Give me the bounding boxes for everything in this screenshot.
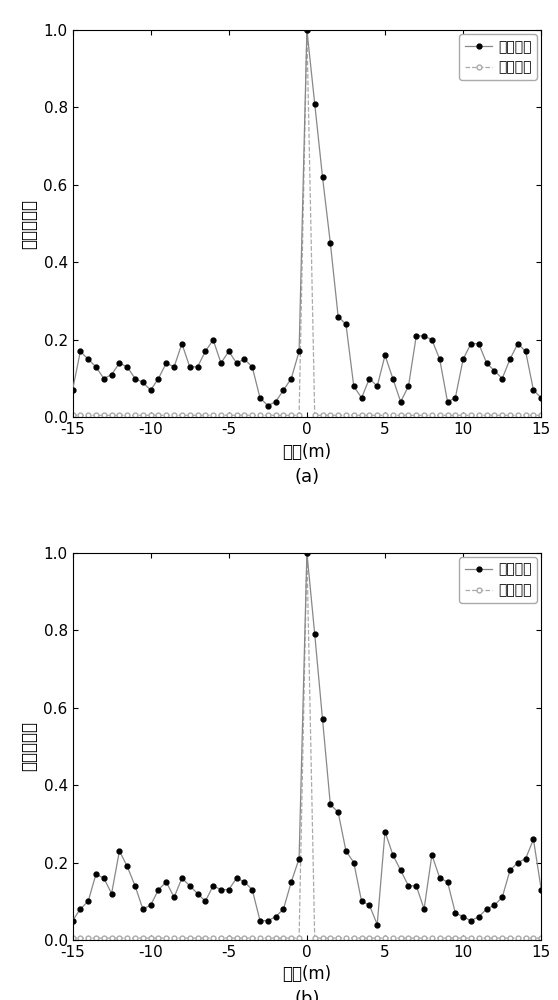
压缩感知 <box>233 409 240 421</box>
匹配滤波 <box>491 365 498 377</box>
Line: 压缩感知: 压缩感知 <box>70 28 543 418</box>
匹配滤波 <box>304 24 310 36</box>
Y-axis label: 归一化幅度: 归一化幅度 <box>20 721 38 771</box>
匹配滤波 <box>179 872 185 884</box>
压缩感知 <box>538 932 545 944</box>
匹配滤波 <box>163 357 170 369</box>
匹配滤波 <box>233 872 240 884</box>
压缩感知 <box>69 409 76 421</box>
压缩感知 <box>327 409 334 421</box>
X-axis label: 距离(m): 距离(m) <box>282 443 331 461</box>
压缩感知 <box>358 409 365 421</box>
Y-axis label: 归一化幅度: 归一化幅度 <box>20 199 38 249</box>
匹配滤波 <box>264 400 271 412</box>
压缩感知 <box>163 409 170 421</box>
Line: 匹配滤波: 匹配滤波 <box>70 28 543 408</box>
匹配滤波 <box>366 373 373 385</box>
压缩感知 <box>233 932 240 944</box>
匹配滤波 <box>69 384 76 396</box>
匹配滤波 <box>358 895 365 907</box>
压缩感知 <box>304 24 310 36</box>
Line: 压缩感知: 压缩感知 <box>70 550 543 940</box>
匹配滤波 <box>233 357 240 369</box>
匹配滤波 <box>327 798 334 810</box>
压缩感知 <box>358 932 365 944</box>
匹配滤波 <box>304 547 310 559</box>
Legend: 匹配滤波, 压缩感知: 匹配滤波, 压缩感知 <box>459 557 537 603</box>
压缩感知 <box>179 409 185 421</box>
压缩感知 <box>163 932 170 944</box>
Line: 匹配滤波: 匹配滤波 <box>70 550 543 927</box>
压缩感知 <box>69 932 76 944</box>
压缩感知 <box>483 932 490 944</box>
匹配滤波 <box>491 899 498 911</box>
压缩感知 <box>483 409 490 421</box>
压缩感知 <box>304 547 310 559</box>
匹配滤波 <box>179 338 185 350</box>
匹配滤波 <box>69 915 76 927</box>
压缩感知 <box>179 932 185 944</box>
X-axis label: 距离(m): 距离(m) <box>282 965 331 983</box>
Text: (b): (b) <box>294 990 320 1000</box>
匹配滤波 <box>374 919 381 931</box>
压缩感知 <box>538 409 545 421</box>
匹配滤波 <box>538 884 545 896</box>
匹配滤波 <box>538 392 545 404</box>
Legend: 匹配滤波, 压缩感知: 匹配滤波, 压缩感知 <box>459 34 537 80</box>
匹配滤波 <box>163 876 170 888</box>
压缩感知 <box>327 932 334 944</box>
匹配滤波 <box>335 311 341 323</box>
Text: (a): (a) <box>294 468 320 486</box>
